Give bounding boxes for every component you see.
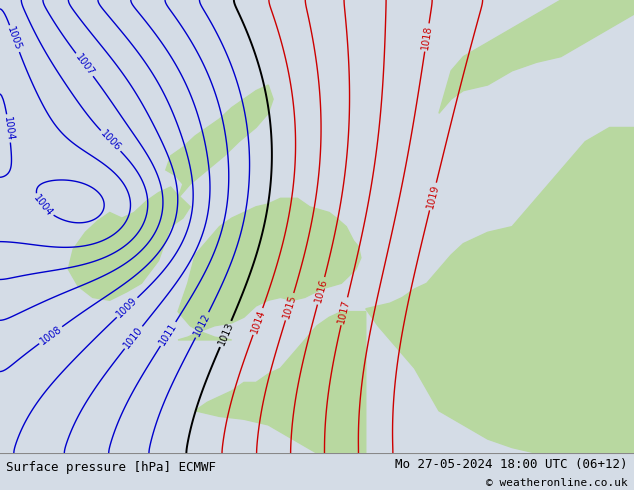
Text: 1014: 1014 [249,308,267,335]
Text: 1015: 1015 [281,294,298,320]
Text: 1004: 1004 [2,116,15,141]
Text: 1013: 1013 [216,321,235,347]
Text: Mo 27-05-2024 18:00 UTC (06+12): Mo 27-05-2024 18:00 UTC (06+12) [395,458,628,471]
Text: 1006: 1006 [98,128,123,153]
Text: 1005: 1005 [6,25,23,52]
Polygon shape [195,312,366,453]
Text: 1009: 1009 [115,295,139,319]
Text: © weatheronline.co.uk: © weatheronline.co.uk [486,478,628,489]
Text: 1012: 1012 [192,312,212,338]
Text: 1016: 1016 [313,278,329,304]
Polygon shape [166,85,273,198]
Text: 1018: 1018 [420,24,434,50]
Text: 1019: 1019 [425,183,441,210]
Polygon shape [68,187,190,300]
Text: 1007: 1007 [73,52,96,77]
Text: 1010: 1010 [122,325,145,350]
Text: Surface pressure [hPa] ECMWF: Surface pressure [hPa] ECMWF [6,461,216,474]
Text: 1011: 1011 [157,321,179,347]
Text: 1004: 1004 [31,193,55,219]
Polygon shape [178,198,361,340]
Polygon shape [439,0,634,113]
Text: 1008: 1008 [38,324,63,346]
Polygon shape [366,127,634,453]
Text: 1017: 1017 [337,298,352,324]
